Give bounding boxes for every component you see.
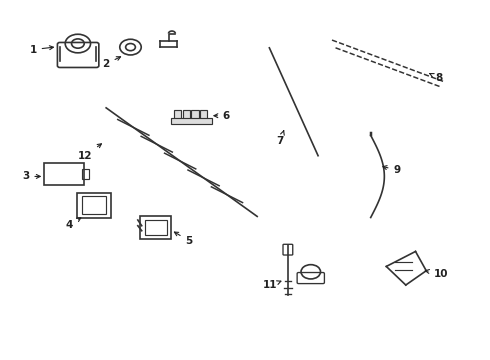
Text: 12: 12 [78,144,101,161]
Text: 7: 7 [276,131,284,147]
Text: 11: 11 [263,280,281,291]
FancyBboxPatch shape [172,118,212,124]
Text: 3: 3 [22,171,40,181]
Text: 1: 1 [29,45,53,55]
Text: 9: 9 [383,165,401,175]
Text: 10: 10 [425,269,448,279]
Text: 5: 5 [174,232,193,246]
FancyBboxPatch shape [200,110,207,120]
FancyBboxPatch shape [174,110,181,120]
FancyBboxPatch shape [183,110,190,120]
Text: 8: 8 [430,73,442,83]
Text: 6: 6 [214,111,230,121]
Text: 2: 2 [102,57,121,69]
Text: 4: 4 [66,218,81,230]
FancyBboxPatch shape [192,110,199,120]
